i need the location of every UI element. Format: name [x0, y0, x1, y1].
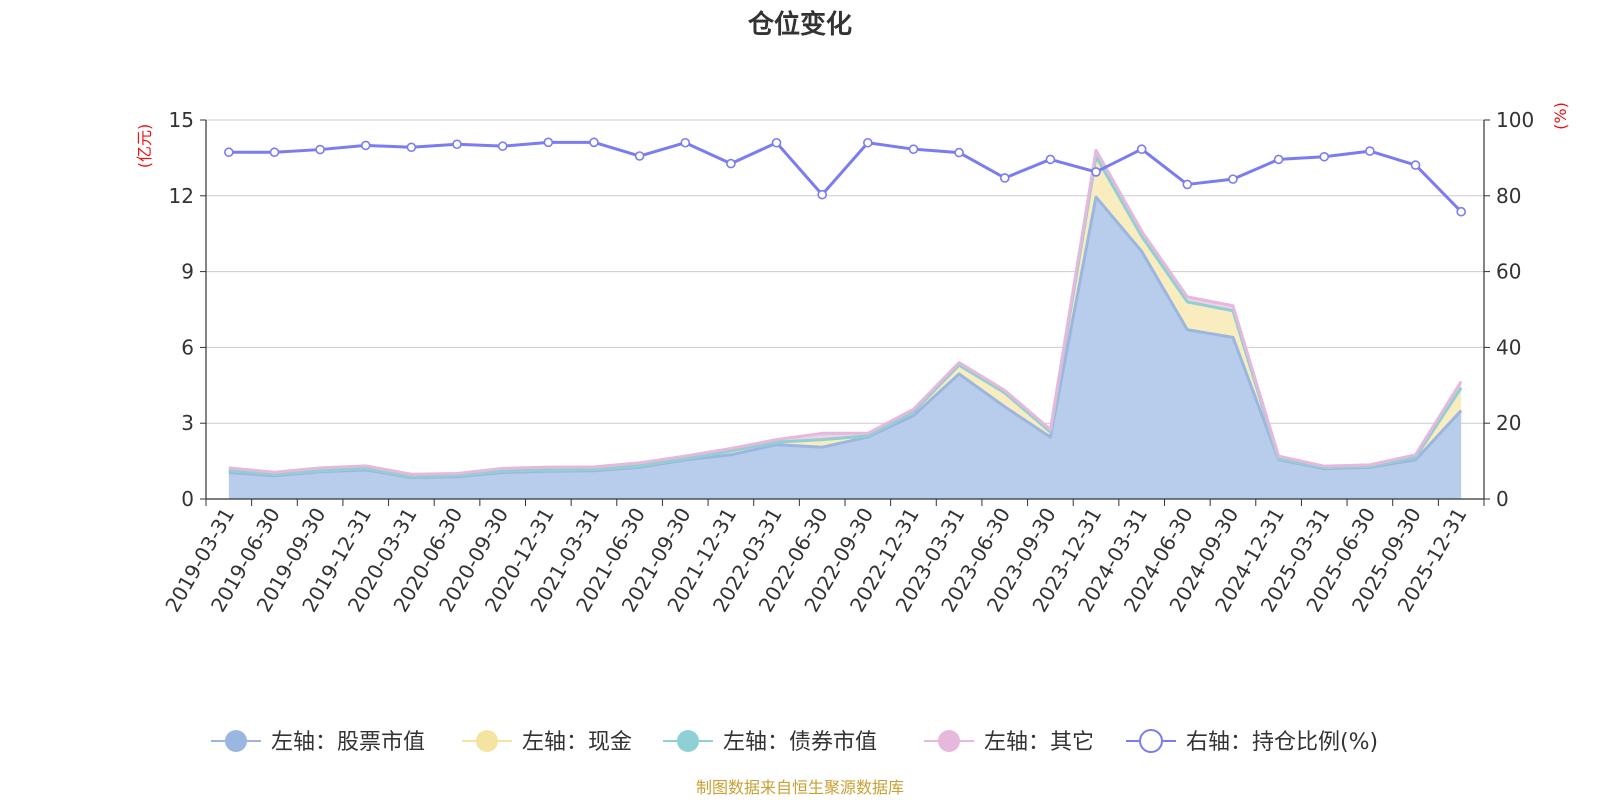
position-ratio-point	[269, 147, 280, 158]
y-left-tick-label: 15	[169, 108, 194, 132]
position-ratio-point	[1365, 146, 1375, 156]
y-right-tick-label: 40	[1496, 335, 1521, 359]
position-ratio-point	[406, 142, 417, 153]
legend-item: 左轴：债券市值	[663, 730, 877, 755]
y-left-tick-label: 12	[169, 184, 194, 208]
y-left-tick-label: 9	[181, 260, 194, 284]
y-right-tick-label: 80	[1496, 184, 1521, 208]
y-right-tick-label: 20	[1496, 411, 1521, 435]
position-ratio-series	[224, 137, 1466, 217]
position-ratio-point	[497, 141, 508, 151]
legend-label: 左轴：其它	[984, 730, 1094, 755]
position-ratio-point	[1410, 160, 1421, 170]
position-ratio-point	[863, 137, 873, 148]
position-ratio-line	[228, 140, 1463, 213]
data-source-note: 制图数据来自恒生聚源数据库	[696, 778, 904, 797]
position-ratio-point	[452, 139, 462, 150]
legend-marker	[476, 730, 498, 752]
position-ratio-point	[726, 158, 736, 169]
legend-label: 左轴：债券市值	[723, 730, 877, 755]
legend-item: 左轴：其它	[924, 730, 1094, 755]
position-ratio-point	[1136, 144, 1147, 154]
position-ratio-point	[543, 137, 554, 148]
legend: 左轴：股票市值 左轴：现金 左轴：债券市值 左轴：其它 右轴：持仓比例(%)	[211, 729, 1378, 755]
area-3	[228, 150, 1462, 477]
y-right-axis-label: (%)	[1551, 102, 1570, 130]
position-ratio-point	[315, 144, 325, 155]
position-ratio-point	[1228, 174, 1238, 184]
legend-label: 左轴：股票市值	[271, 730, 425, 755]
stacked-areas	[228, 148, 1463, 499]
position-ratio-point	[1182, 179, 1193, 190]
x-axis-labels: 2019-03-312019-06-302019-09-302019-12-31…	[160, 499, 1485, 616]
position-ratio-point	[771, 137, 782, 148]
legend-marker	[938, 730, 960, 752]
area-1	[228, 156, 1462, 478]
y-right-tick-label: 100	[1496, 108, 1534, 132]
y-left-axis-label: (亿元)	[135, 124, 154, 169]
y-left-tick-label: 3	[181, 411, 194, 435]
position-ratio-point	[999, 173, 1010, 183]
legend-label: 左轴：现金	[522, 730, 632, 755]
position-ratio-point	[1091, 167, 1101, 177]
legend-marker	[1139, 729, 1163, 753]
position-ratio-point	[1319, 151, 1330, 162]
area-line-3	[228, 148, 1463, 476]
position-ratio-point	[1273, 154, 1284, 165]
legend-item: 左轴：股票市值	[211, 730, 425, 755]
area-line-1	[228, 155, 1463, 478]
position-ratio-point	[680, 137, 691, 148]
legend-item: 左轴：现金	[462, 730, 632, 755]
y-right-tick-label: 0	[1496, 487, 1509, 511]
area-2	[229, 157, 1461, 477]
position-ratio-point	[908, 144, 919, 154]
position-ratio-point	[1456, 206, 1466, 217]
position-ratio-point	[954, 147, 964, 158]
area-line-2	[228, 155, 1463, 478]
position-ratio-point	[589, 137, 599, 148]
position-ratio-point	[224, 147, 234, 158]
legend-marker	[225, 730, 247, 752]
position-ratio-point	[360, 140, 371, 151]
legend-marker	[677, 730, 699, 752]
y-left-tick-label: 0	[181, 487, 194, 511]
y-left-tick-label: 6	[181, 335, 194, 359]
chart-title: 仓位变化	[747, 9, 852, 40]
position-ratio-point	[817, 189, 827, 200]
legend-item: 右轴：持仓比例(%)	[1126, 729, 1378, 755]
y-right-tick-label: 60	[1496, 260, 1521, 284]
position-ratio-point	[634, 151, 645, 161]
grid-lines	[200, 119, 1490, 500]
legend-label: 右轴：持仓比例(%)	[1186, 730, 1378, 755]
position-ratio-point	[1045, 154, 1056, 165]
